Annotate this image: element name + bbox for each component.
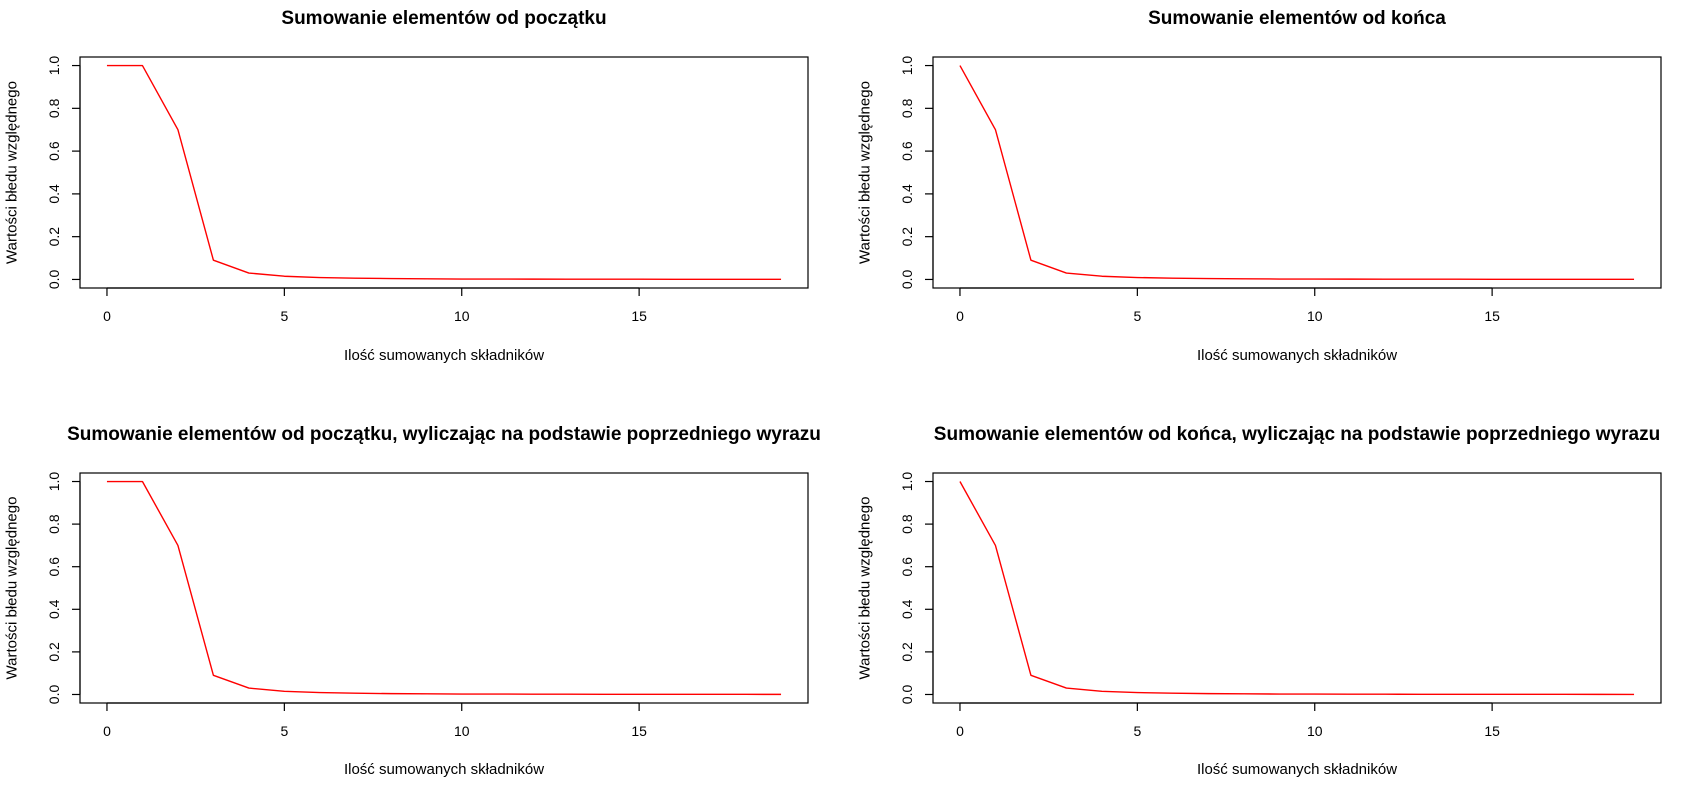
x-tick-label: 15 bbox=[1484, 723, 1500, 739]
y-tick-label: 0.8 bbox=[46, 514, 62, 534]
x-tick-label: 5 bbox=[1133, 308, 1141, 324]
x-tick-label: 10 bbox=[1307, 308, 1323, 324]
x-tick-label: 15 bbox=[1484, 308, 1500, 324]
y-tick-label: 0.6 bbox=[899, 141, 915, 161]
chart-title: Sumowanie elementów od początku, wylicza… bbox=[67, 424, 821, 445]
y-tick-label: 0.4 bbox=[899, 184, 915, 204]
y-tick-label: 0.2 bbox=[899, 642, 915, 662]
y-tick-label: 1.0 bbox=[46, 472, 62, 492]
y-tick-label: 0.2 bbox=[899, 227, 915, 247]
y-tick-label: 0.6 bbox=[46, 557, 62, 577]
chart-panel-2: Sumowanie elementów od końca 0 5 10 15 0.0 0.2… bbox=[857, 8, 1662, 364]
plot-frame bbox=[932, 472, 1662, 704]
chart-panel-3: Sumowanie elementów od początku, wylicza… bbox=[4, 424, 821, 778]
x-axis-label: Ilość sumowanych składników bbox=[1197, 347, 1397, 364]
x-tick-label: 0 bbox=[103, 308, 111, 324]
y-axis-label: Wartości błedu względnego bbox=[857, 497, 874, 680]
y-tick-label: 0.2 bbox=[46, 642, 62, 662]
x-tick-label: 10 bbox=[454, 723, 470, 739]
x-axis-label: Ilość sumowanych składników bbox=[344, 347, 544, 364]
y-tick-label: 0.0 bbox=[46, 270, 62, 290]
x-tick-label: 5 bbox=[1133, 723, 1141, 739]
y-tick-label: 0.8 bbox=[899, 514, 915, 534]
x-tick-label: 5 bbox=[280, 723, 288, 739]
x-axis-label: Ilość sumowanych składników bbox=[1197, 761, 1397, 778]
x-tick-label: 15 bbox=[631, 308, 647, 324]
chart-title: Sumowanie elementów od początku bbox=[281, 8, 606, 29]
y-tick-label: 1.0 bbox=[899, 472, 915, 492]
series-line-1 bbox=[959, 65, 1635, 281]
x-tick-label: 10 bbox=[454, 308, 470, 324]
y-tick-label: 0.6 bbox=[46, 141, 62, 161]
x-tick-label: 10 bbox=[1307, 723, 1323, 739]
y-tick-label: 0.4 bbox=[46, 184, 62, 204]
y-tick-label: 0.4 bbox=[899, 599, 915, 619]
y-tick-label: 0.0 bbox=[46, 685, 62, 705]
chart-title: Sumowanie elementów od końca, wyliczając… bbox=[934, 424, 1660, 445]
y-tick-label: 0.8 bbox=[899, 98, 915, 118]
y-axis-label: Wartości błedu względnego bbox=[4, 497, 21, 680]
x-tick-label: 15 bbox=[631, 723, 647, 739]
y-tick-label: 1.0 bbox=[899, 56, 915, 76]
x-tick-label: 0 bbox=[103, 723, 111, 739]
x-axis-label: Ilość sumowanych składników bbox=[344, 761, 544, 778]
y-tick-label: 0.6 bbox=[899, 557, 915, 577]
chart-panel-1: Sumowanie elementów od początku 0 5 10 15 0.0… bbox=[4, 8, 809, 364]
y-axis-label: Wartości błedu względnego bbox=[4, 81, 21, 264]
series-line-1 bbox=[106, 64, 782, 281]
x-tick-label: 0 bbox=[956, 308, 964, 324]
plot-frame bbox=[932, 56, 1662, 289]
y-axis-label: Wartości błedu względnego bbox=[857, 81, 874, 264]
y-tick-label: 0.4 bbox=[46, 599, 62, 619]
series-line-1 bbox=[959, 481, 1635, 696]
y-tick-label: 0.0 bbox=[899, 685, 915, 705]
y-tick-label: 0.8 bbox=[46, 98, 62, 118]
series-line-1 bbox=[106, 480, 782, 696]
x-tick-label: 5 bbox=[280, 308, 288, 324]
y-tick-label: 1.0 bbox=[46, 56, 62, 76]
y-tick-label: 0.0 bbox=[899, 270, 915, 290]
x-tick-label: 0 bbox=[956, 723, 964, 739]
chart-panel-4: Sumowanie elementów od końca, wyliczając… bbox=[857, 424, 1662, 778]
chart-title: Sumowanie elementów od końca bbox=[1148, 8, 1446, 29]
y-tick-label: 0.2 bbox=[46, 227, 62, 247]
